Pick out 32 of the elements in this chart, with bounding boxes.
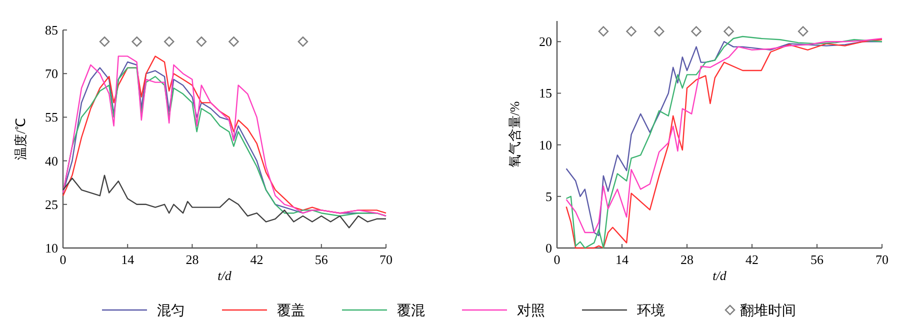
- y-tick-label: 5: [546, 188, 552, 204]
- y-tick-label: 70: [45, 66, 58, 82]
- x-tick-label: 70: [876, 252, 888, 267]
- x-tick-label: 14: [121, 252, 135, 267]
- x-tick-label: 14: [616, 252, 629, 267]
- y-tick-label: 20: [539, 34, 552, 50]
- legend-label: 翻堆时间: [740, 303, 796, 319]
- x-tick-label: 28: [186, 252, 199, 267]
- legend-label: 覆盖: [277, 303, 305, 319]
- x-tick-label: 42: [746, 252, 758, 267]
- y-tick-label: 55: [45, 110, 58, 125]
- y-tick-label: 10: [45, 240, 58, 256]
- y-tick-label: 10: [539, 137, 552, 152]
- x-tick-label: 56: [810, 252, 824, 267]
- legend-label: 环境: [637, 303, 665, 319]
- x-tick-label: 28: [680, 252, 694, 267]
- y-tick-label: 85: [45, 22, 58, 38]
- legend-label: 对照: [517, 303, 545, 319]
- x-tick-label: 56: [314, 252, 328, 267]
- legend-label: 混匀: [157, 303, 185, 319]
- y-tick-label: 15: [539, 86, 552, 101]
- x-tick-label: 42: [250, 252, 264, 267]
- legend-label: 覆混: [397, 303, 425, 319]
- x-axis-title: t/d: [218, 268, 232, 283]
- x-axis-title: t/d: [712, 268, 727, 283]
- y-tick-label: 40: [45, 153, 58, 168]
- y-tick-label: 25: [45, 196, 58, 212]
- y-tick-label: 0: [546, 240, 552, 256]
- y-axis-title: 氧气含量/%: [507, 101, 522, 168]
- x-tick-label: 70: [380, 252, 392, 267]
- y-axis-title: 温度/℃: [13, 118, 28, 160]
- line-series: [62, 174, 387, 228]
